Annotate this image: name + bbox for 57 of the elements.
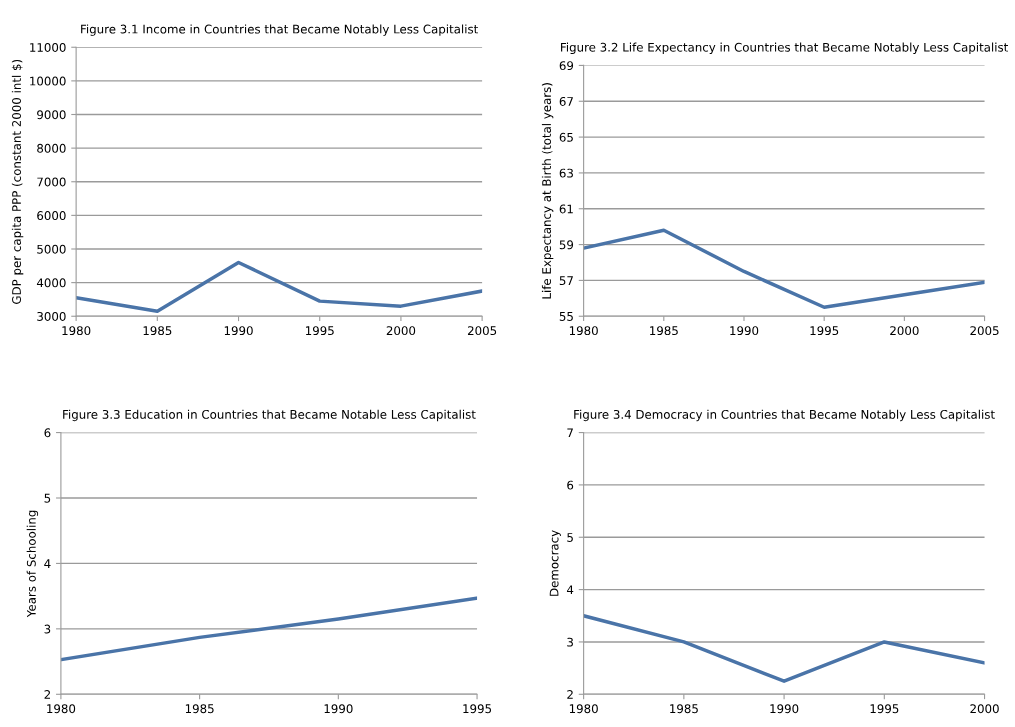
y-tick-label: 7000 bbox=[37, 177, 66, 187]
y-tick-label: 8000 bbox=[37, 143, 66, 153]
x-tick-label: 1980 bbox=[47, 704, 76, 714]
x-tick-label: 2000 bbox=[386, 326, 416, 336]
x-tick-label: 1980 bbox=[569, 326, 598, 336]
y-tick-label: 4 bbox=[566, 585, 574, 595]
y-tick-label: 3000 bbox=[37, 311, 66, 321]
y-tick-label: 59 bbox=[559, 240, 574, 250]
x-tick-label: 1980 bbox=[569, 704, 598, 714]
y-tick-label: 9000 bbox=[37, 110, 66, 120]
y-tick-label: 5000 bbox=[37, 244, 66, 254]
x-tick-label: 2005 bbox=[467, 326, 497, 336]
chart-title: Figure 3.4 Democracy in Countries that Became Notably Less Capitalist bbox=[574, 409, 995, 422]
y-tick-label: 2 bbox=[44, 690, 50, 699]
y-axis-title: Life Expectancy at Birth (total years) bbox=[541, 83, 554, 299]
y-tick-label: 6 bbox=[44, 428, 51, 438]
y-tick-label: 5 bbox=[44, 493, 51, 503]
y-axis-title: Years of Schooling bbox=[26, 510, 39, 618]
y-tick-label: 61 bbox=[559, 204, 573, 214]
y-tick-label: 10000 bbox=[30, 76, 66, 86]
x-tick-label: 1990 bbox=[224, 326, 253, 336]
x-tick-label: 1995 bbox=[810, 326, 839, 336]
x-tick-label: 1980 bbox=[62, 326, 91, 336]
y-tick-label: 5 bbox=[567, 533, 573, 542]
x-tick-label: 2000 bbox=[890, 326, 919, 336]
x-tick-label: 1985 bbox=[650, 326, 678, 336]
y-tick-label: 3 bbox=[567, 637, 573, 647]
y-tick-label: 4000 bbox=[36, 278, 66, 288]
y-tick-label: 4 bbox=[44, 559, 51, 568]
x-tick-label: 1990 bbox=[770, 704, 799, 714]
x-tick-label: 1990 bbox=[324, 704, 353, 714]
y-tick-label: 3 bbox=[44, 624, 51, 634]
y-tick-label: 69 bbox=[559, 61, 574, 71]
chart-title: Figure 3.2 Life Expectancy in Countries that Became Notably Less Capitalist bbox=[561, 42, 1008, 54]
y-tick-label: 57 bbox=[559, 276, 573, 286]
y-tick-label: 2 bbox=[567, 690, 573, 699]
x-tick-label: 1995 bbox=[306, 326, 334, 336]
y-tick-label: 6000 bbox=[37, 211, 66, 221]
x-tick-label: 1985 bbox=[670, 704, 698, 714]
x-tick-label: 1995 bbox=[463, 704, 492, 714]
y-tick-label: 63 bbox=[559, 168, 573, 178]
y-tick-label: 11000 bbox=[30, 42, 66, 52]
y-tick-label: 6 bbox=[567, 480, 574, 490]
x-tick-label: 2005 bbox=[970, 326, 999, 336]
y-axis-title: Democracy bbox=[549, 530, 561, 596]
x-tick-label: 1990 bbox=[730, 326, 759, 336]
y-tick-label: 65 bbox=[559, 132, 573, 142]
x-tick-label: 2000 bbox=[970, 704, 999, 714]
chart-title: Figure 3.1 Income in Countries that Became Notably Less Capitalist bbox=[81, 24, 478, 36]
x-tick-label: 1985 bbox=[185, 704, 214, 714]
x-tick-label: 1985 bbox=[143, 326, 172, 336]
y-tick-label: 7 bbox=[567, 428, 573, 438]
y-tick-label: 67 bbox=[559, 96, 573, 106]
x-tick-label: 1995 bbox=[870, 704, 899, 714]
chart-title: Figure 3.3 Education in Countries that Became Notable Less Capitalist bbox=[63, 409, 476, 422]
y-tick-label: 55 bbox=[559, 312, 573, 321]
y-axis-title: GDP per capita PPP (constant 2000 intl $) bbox=[11, 59, 24, 304]
